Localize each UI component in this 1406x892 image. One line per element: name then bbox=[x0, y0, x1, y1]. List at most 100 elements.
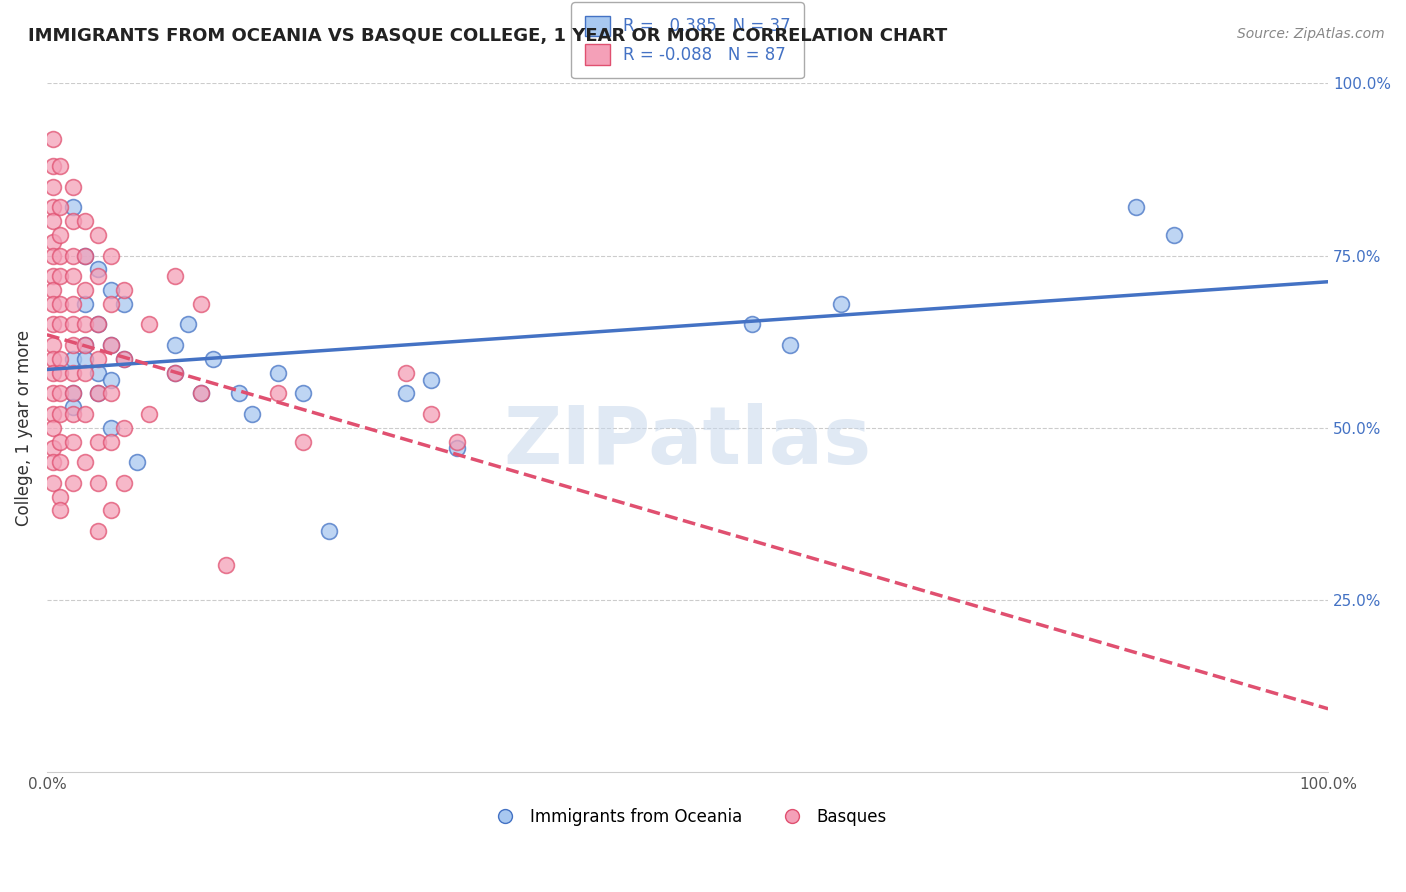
Point bbox=[177, 318, 200, 332]
Point bbox=[318, 524, 340, 538]
Point bbox=[87, 386, 110, 401]
Point bbox=[48, 434, 70, 449]
Point bbox=[446, 434, 468, 449]
Point bbox=[48, 490, 70, 504]
Point bbox=[42, 235, 65, 249]
Text: ZIPatlas: ZIPatlas bbox=[503, 402, 872, 481]
Point bbox=[42, 179, 65, 194]
Point bbox=[75, 318, 97, 332]
Point bbox=[42, 475, 65, 490]
Point bbox=[42, 318, 65, 332]
Point bbox=[42, 366, 65, 380]
Point bbox=[1163, 227, 1185, 242]
Point bbox=[62, 366, 84, 380]
Point bbox=[62, 249, 84, 263]
Point bbox=[42, 351, 65, 366]
Point bbox=[741, 318, 763, 332]
Point bbox=[48, 386, 70, 401]
Point bbox=[48, 269, 70, 284]
Point bbox=[62, 386, 84, 401]
Point bbox=[48, 200, 70, 214]
Point bbox=[100, 338, 122, 352]
Point bbox=[42, 407, 65, 421]
Point bbox=[62, 400, 84, 414]
Point bbox=[266, 366, 288, 380]
Point bbox=[42, 455, 65, 469]
Point bbox=[190, 386, 212, 401]
Point bbox=[62, 297, 84, 311]
Point bbox=[112, 283, 135, 297]
Point bbox=[87, 318, 110, 332]
Point bbox=[100, 297, 122, 311]
Point bbox=[62, 386, 84, 401]
Point bbox=[112, 421, 135, 435]
Point bbox=[830, 297, 852, 311]
Point bbox=[42, 442, 65, 456]
Point bbox=[100, 503, 122, 517]
Text: IMMIGRANTS FROM OCEANIA VS BASQUE COLLEGE, 1 YEAR OR MORE CORRELATION CHART: IMMIGRANTS FROM OCEANIA VS BASQUE COLLEG… bbox=[28, 27, 948, 45]
Point bbox=[42, 200, 65, 214]
Point bbox=[112, 351, 135, 366]
Point bbox=[395, 386, 418, 401]
Point bbox=[75, 297, 97, 311]
Point bbox=[42, 131, 65, 145]
Point bbox=[62, 475, 84, 490]
Point bbox=[42, 297, 65, 311]
Point bbox=[42, 249, 65, 263]
Point bbox=[292, 386, 315, 401]
Point bbox=[420, 407, 443, 421]
Point bbox=[163, 366, 186, 380]
Point bbox=[87, 318, 110, 332]
Point bbox=[190, 386, 212, 401]
Point bbox=[75, 351, 97, 366]
Point bbox=[190, 297, 212, 311]
Point bbox=[87, 366, 110, 380]
Point bbox=[62, 269, 84, 284]
Point bbox=[87, 351, 110, 366]
Point bbox=[100, 434, 122, 449]
Point bbox=[62, 179, 84, 194]
Point bbox=[75, 366, 97, 380]
Point bbox=[42, 338, 65, 352]
Point bbox=[1125, 200, 1147, 214]
Point bbox=[48, 249, 70, 263]
Point bbox=[100, 372, 122, 386]
Point bbox=[75, 338, 97, 352]
Point bbox=[112, 475, 135, 490]
Point bbox=[100, 386, 122, 401]
Point bbox=[62, 338, 84, 352]
Point bbox=[62, 434, 84, 449]
Point bbox=[163, 338, 186, 352]
Text: Source: ZipAtlas.com: Source: ZipAtlas.com bbox=[1237, 27, 1385, 41]
Point bbox=[138, 407, 160, 421]
Point bbox=[420, 372, 443, 386]
Point bbox=[48, 351, 70, 366]
Point bbox=[75, 214, 97, 228]
Point bbox=[266, 386, 288, 401]
Y-axis label: College, 1 year or more: College, 1 year or more bbox=[15, 330, 32, 525]
Point bbox=[100, 283, 122, 297]
Point bbox=[42, 283, 65, 297]
Point bbox=[112, 351, 135, 366]
Point bbox=[87, 434, 110, 449]
Point bbox=[62, 214, 84, 228]
Point bbox=[228, 386, 250, 401]
Point bbox=[42, 159, 65, 173]
Point bbox=[48, 503, 70, 517]
Point bbox=[48, 318, 70, 332]
Point bbox=[100, 249, 122, 263]
Point bbox=[48, 407, 70, 421]
Point bbox=[125, 455, 148, 469]
Point bbox=[87, 524, 110, 538]
Point bbox=[42, 214, 65, 228]
Point bbox=[395, 366, 418, 380]
Point bbox=[292, 434, 315, 449]
Point bbox=[163, 366, 186, 380]
Point bbox=[202, 351, 225, 366]
Point bbox=[87, 262, 110, 277]
Point bbox=[48, 455, 70, 469]
Point bbox=[100, 421, 122, 435]
Point bbox=[779, 338, 801, 352]
Point bbox=[87, 386, 110, 401]
Point bbox=[42, 386, 65, 401]
